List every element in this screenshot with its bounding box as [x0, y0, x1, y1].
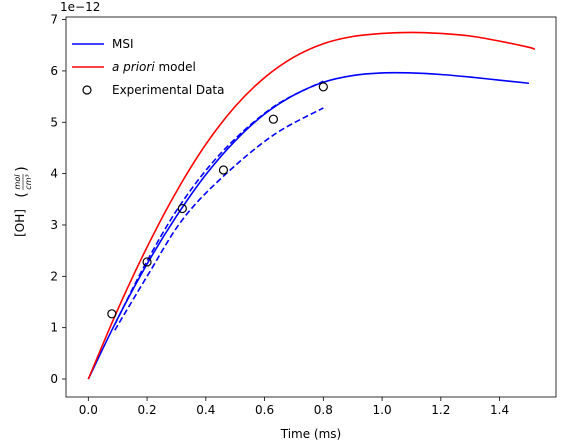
y-tick-label: 0 — [50, 372, 58, 386]
legend-label-a-priori: a priori model — [112, 60, 196, 74]
x-tick-label: 0.6 — [255, 403, 274, 417]
msi-uncertainty-bound-line — [114, 107, 324, 331]
y-axis-label-text: [OH] — [13, 209, 27, 237]
x-axis-label: Time (ms) — [280, 427, 342, 441]
experimental-data-point — [177, 203, 187, 214]
x-tick-label: 0.2 — [138, 403, 157, 417]
experimental-data-point — [142, 257, 152, 267]
experimental-data-point — [218, 165, 229, 175]
y-axis-unit-paren-close: ) — [14, 166, 30, 171]
x-tick-label: 0.0 — [79, 403, 98, 417]
legend-label-a-priori-rest: model — [155, 60, 196, 74]
y-axis-unit-numerator: mol — [13, 174, 22, 190]
y-axis-label: [OH] ( mol cm³ ) — [13, 166, 33, 237]
y-tick-label: 1 — [50, 321, 58, 335]
series-layer — [87, 31, 536, 380]
y-tick-label: 7 — [50, 13, 58, 27]
plot-area — [65, 16, 557, 398]
msi-uncertainty-bound-line — [114, 80, 324, 325]
a-priori-series-line — [87, 31, 536, 380]
x-tick-label: 1.4 — [490, 403, 509, 417]
legend-swatch-experimental — [82, 85, 92, 95]
y-axis-ticks: 0 1 2 3 4 5 6 7 — [50, 13, 66, 386]
y-scale-offset-label: 1e−12 — [60, 0, 100, 14]
x-tick-label: 0.4 — [196, 403, 215, 417]
y-tick-label: 6 — [50, 64, 58, 78]
legend: MSI a priori model Experimental Data — [72, 37, 225, 97]
y-tick-label: 5 — [50, 115, 58, 129]
experimental-data-point — [107, 309, 117, 319]
experimental-data-point — [268, 114, 278, 124]
x-tick-label: 1.2 — [431, 403, 450, 417]
x-tick-label: 1.0 — [373, 403, 392, 417]
legend-label-msi: MSI — [112, 37, 134, 51]
legend-label-experimental: Experimental Data — [112, 83, 225, 97]
x-axis-ticks: 0.0 0.2 0.4 0.6 0.8 1.0 1.2 1.4 — [79, 397, 509, 417]
y-axis-unit-paren-open: ( — [14, 192, 30, 197]
y-tick-label: 3 — [50, 218, 58, 232]
experimental-data-point — [318, 82, 328, 92]
x-tick-label: 0.8 — [314, 403, 333, 417]
legend-label-a-priori-italic: a priori — [112, 60, 155, 74]
y-tick-label: 2 — [50, 269, 58, 283]
y-axis-unit-denominator: cm³ — [24, 174, 33, 189]
y-tick-label: 4 — [50, 167, 58, 181]
